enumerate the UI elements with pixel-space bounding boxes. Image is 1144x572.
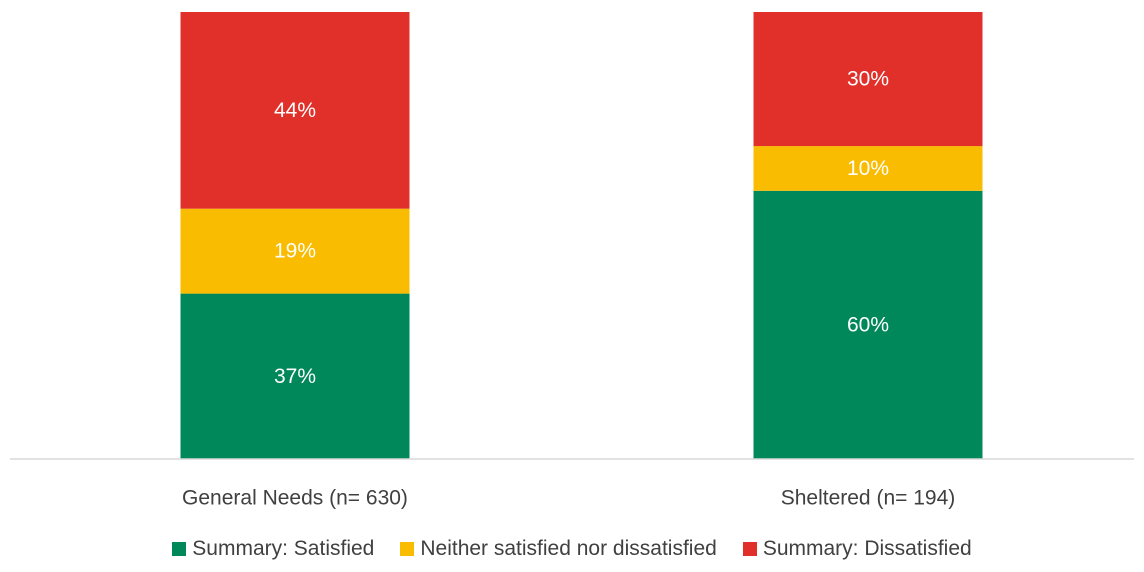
data-label: 10% xyxy=(847,157,889,180)
bar-segment xyxy=(753,190,983,460)
category-labels-group: General Needs (n= 630) Sheltered (n= 194) xyxy=(182,487,955,510)
bar-segment xyxy=(180,208,410,294)
bar-segment xyxy=(753,146,983,191)
category-label: General Needs (n= 630) xyxy=(182,487,408,510)
bars-group xyxy=(180,12,983,460)
bar-labels-group: 37% 19% 44% 60% 10% 30% xyxy=(274,68,889,388)
legend: Summary: Satisfied Neither satisfied nor … xyxy=(0,537,1144,561)
chart-canvas: 37% 19% 44% 60% 10% 30% General Needs (n= 630… xyxy=(10,12,1134,510)
legend-swatch xyxy=(742,542,757,556)
legend-item: Neither satisfied nor dissatisfied xyxy=(400,537,717,561)
legend-item: Summary: Satisfied xyxy=(172,537,374,561)
data-label: 60% xyxy=(847,313,889,336)
legend-swatch xyxy=(172,542,187,556)
data-label: 30% xyxy=(847,68,889,91)
data-label: 37% xyxy=(274,365,316,388)
bar-segment xyxy=(180,12,410,209)
bar-segment xyxy=(753,12,983,147)
category-label: Sheltered (n= 194) xyxy=(781,487,956,510)
legend-swatch xyxy=(400,542,415,556)
data-label: 19% xyxy=(274,240,316,263)
legend-item: Summary: Dissatisfied xyxy=(742,537,972,561)
legend-label: Summary: Satisfied xyxy=(192,537,375,560)
bar-segment xyxy=(180,293,410,459)
legend-label: Neither satisfied nor dissatisfied xyxy=(420,537,717,560)
legend-label: Summary: Dissatisfied xyxy=(762,537,972,560)
data-label: 44% xyxy=(274,99,316,122)
